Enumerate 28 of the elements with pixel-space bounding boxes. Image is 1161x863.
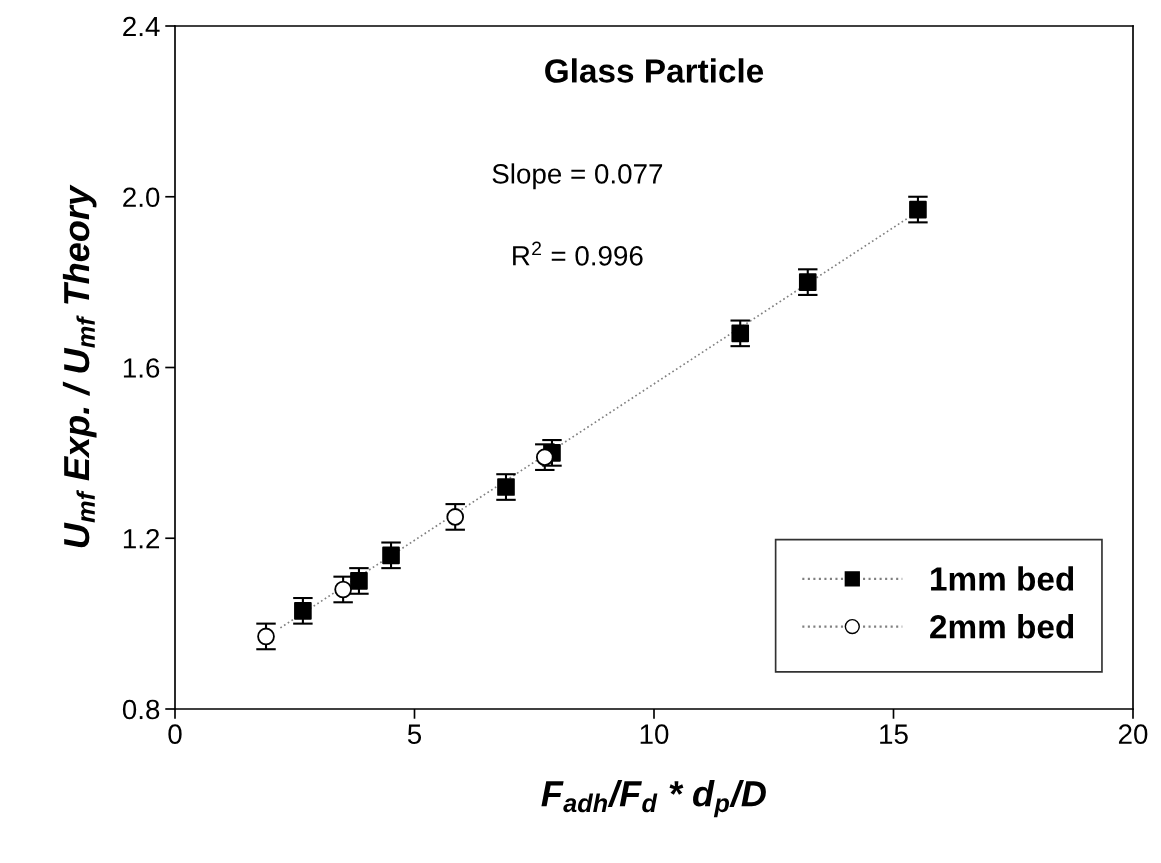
x-tick-label: 15 (880, 724, 908, 744)
point (497, 478, 515, 496)
x-axis-title: F$_{adh}$/F$_{d}$ * d$_{p}$/D (541, 780, 766, 818)
y-axis-title: U$_{mf}$ Exp. / U$_{mf}$ Theory (62, 184, 97, 548)
annotation: Slope = 0.077 (492, 163, 663, 190)
point (257, 627, 275, 646)
legend-label: 2mm bed (930, 614, 1074, 639)
legend-label: 1mm bed (931, 566, 1074, 591)
y-tick-label: 1.2 (123, 528, 160, 549)
x-tick-label: 20 (1118, 724, 1148, 744)
y-tick-label: 2.0 (123, 187, 160, 208)
x-tick-label: 0 (168, 724, 182, 744)
point (798, 273, 817, 291)
point (535, 448, 554, 466)
y-tick-label: 2.4 (123, 16, 160, 37)
x-tick-label: 5 (407, 724, 422, 744)
annotation: R$^{2}$ = 0.996 (513, 241, 643, 266)
point (731, 324, 750, 343)
y-tick-label: 0.8 (122, 699, 160, 720)
point (909, 200, 927, 219)
point (350, 572, 368, 590)
text: Glass Particle (545, 58, 764, 83)
point (294, 601, 312, 620)
y-tick-label: 1.6 (123, 358, 160, 378)
x-tick-label: 10 (640, 724, 669, 744)
point (382, 546, 400, 565)
point (334, 580, 352, 599)
point (446, 508, 465, 526)
